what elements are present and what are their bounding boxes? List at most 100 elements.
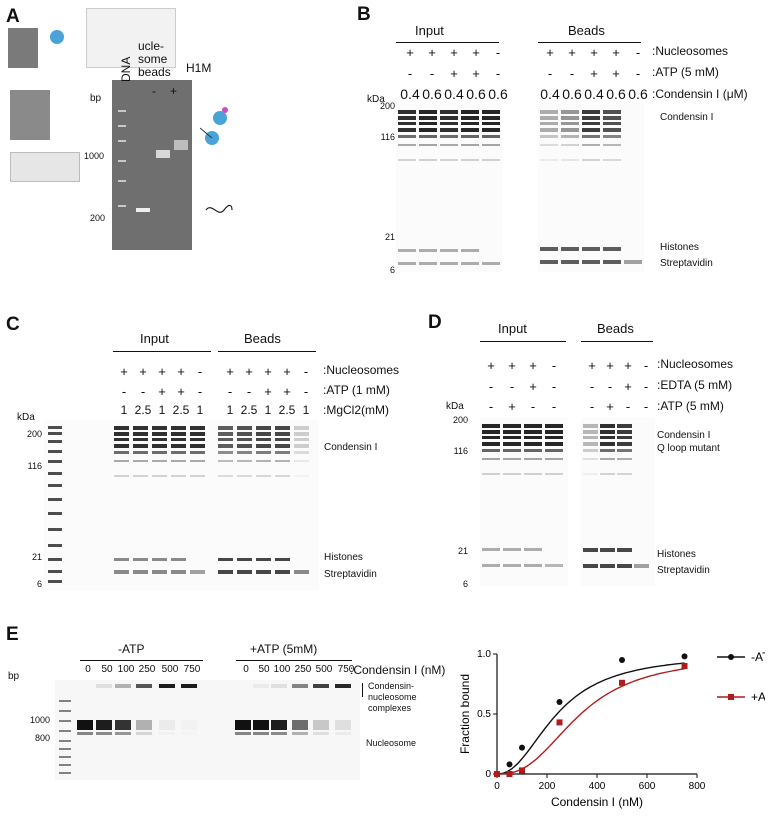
- x-tick-label-1: 200: [539, 781, 556, 792]
- inset-dna-gel: [112, 80, 192, 250]
- panel-d-tick-116: 116: [453, 446, 468, 456]
- panel-d-beads-edta-3: -: [643, 379, 649, 394]
- panel-b-thumb: [86, 8, 176, 68]
- panel-c-row-label-nucleosomes: :Nucleosomes: [323, 363, 400, 377]
- panel-e-band-complexes-2: nucleosome: [368, 692, 417, 702]
- panel-c-beads-nuc-2: +: [264, 364, 272, 379]
- panel-c-tick-21: 21: [31, 552, 42, 562]
- series-0-point-1: [506, 761, 513, 768]
- panel-b-beads-gel: [538, 104, 644, 272]
- panel-d-beads-nuc-0: +: [588, 358, 596, 373]
- series-1-point-2: [519, 767, 525, 774]
- panel-d-band-streptavidin: Streptavidin: [657, 565, 710, 576]
- panel-b-beads-atp-3: +: [612, 66, 620, 81]
- panel-d-input-atp-0: -: [488, 399, 494, 414]
- panel-a-thumb-gel: [8, 28, 38, 68]
- panel-e-minus-conc-5: 750: [183, 664, 201, 675]
- panel-e-band-complexes-3: complexes: [368, 703, 412, 713]
- panel-c-band-condensin: Condensin I: [324, 442, 378, 453]
- panel-a-label: A: [6, 6, 20, 27]
- panel-c-tick-116: 116: [27, 461, 42, 471]
- x-tick-label-3: 600: [639, 781, 656, 792]
- dna-wave-icon: [205, 204, 233, 213]
- panel-b-input-cond-2: 0.4: [444, 86, 464, 102]
- panel-d-beads-bracket: [581, 341, 653, 342]
- panel-c-thumb-gel: [10, 90, 50, 140]
- series-1-point-1: [506, 771, 513, 777]
- panel-b-input-cond-1: 0.6: [422, 86, 442, 102]
- inset-h1m-label: H1M: [186, 61, 212, 75]
- panel-d-input-nuc-1: +: [508, 358, 516, 373]
- panel-d-row-label-nucleosomes: :Nucleosomes: [657, 357, 734, 371]
- panel-c-input-mg-1: 2.5: [134, 403, 152, 417]
- panel-b-beads-cond-2: 0.4: [584, 86, 604, 102]
- y-axis-label: Fraction bound: [458, 674, 472, 754]
- panel-e-plus-conc-3: 250: [294, 664, 312, 675]
- panel-c-gel: [44, 420, 319, 590]
- series-1-point-4: [619, 679, 625, 686]
- panel-c-beads-atp-3: +: [283, 384, 291, 399]
- panel-d-input-edta-1: -: [509, 379, 515, 394]
- panel-d-beads-edta-0: -: [589, 379, 595, 394]
- series-0-point-3: [556, 699, 563, 705]
- panel-e-minus-conc-0: 0: [85, 664, 91, 675]
- panel-b-input-label: Input: [415, 23, 444, 38]
- x-tick-label-4: 800: [689, 781, 706, 792]
- panel-b-kda-label: kDa: [367, 94, 385, 105]
- x-tick-label-0: 0: [494, 781, 500, 792]
- panel-d-input-nuc-3: -: [551, 358, 557, 373]
- series-1-point-3: [556, 719, 563, 726]
- panel-b-input-bracket: [396, 42, 499, 43]
- y-tick-label-0: 0: [485, 769, 491, 780]
- inset-lane-minus: -: [152, 84, 156, 98]
- panel-c-row-label-atp: :ATP (1 mM): [323, 383, 390, 397]
- panel-c-input-nuc-1: +: [139, 364, 147, 379]
- panel-d-tick-200: 200: [452, 415, 468, 425]
- panel-d-input-edta-0: -: [488, 379, 494, 394]
- panel-d-tick-6: 6: [462, 579, 468, 589]
- panel-c-beads-atp-4: -: [303, 384, 309, 399]
- panel-b-beads-nuc-2: +: [590, 45, 598, 60]
- panel-d-row-label-edta: :EDTA (5 mM): [657, 378, 733, 392]
- panel-c-kda-label: kDa: [17, 412, 35, 423]
- panel-d-band-qloop: Q loop mutant: [657, 443, 720, 454]
- panel-c-beads-mg-0: 1: [226, 403, 234, 417]
- panel-e-minus-conc-3: 250: [138, 664, 156, 675]
- panel-e-plus-atp-label: +ATP (5mM): [250, 642, 318, 656]
- panel-c-beads-mg-2: 1: [264, 403, 272, 417]
- series-0-point-2: [519, 744, 525, 751]
- panel-b-input-atp-4: -: [495, 66, 501, 81]
- panel-c-tick-6: 6: [36, 579, 42, 589]
- panel-b-beads-nuc-4: -: [635, 45, 641, 60]
- panel-e-minus-conc-2: 100: [117, 664, 135, 675]
- panel-c-beads-mg-3: 2.5: [278, 403, 296, 417]
- panel-d-band-condensin: Condensin I: [657, 430, 711, 441]
- series-1-point-0: [494, 771, 500, 777]
- panel-b-beads-nuc-0: +: [546, 45, 554, 60]
- legend-marker-0: [728, 654, 734, 660]
- panel-d-tick-21: 21: [457, 546, 468, 556]
- inset-overlay-label-2: some: [138, 52, 168, 66]
- panel-d-input-gel: [480, 418, 568, 586]
- panel-c-input-atp-0: -: [121, 384, 127, 399]
- panel-b-beads-cond-3: 0.6: [606, 86, 626, 102]
- panel-e-minus-conc-4: 500: [161, 664, 179, 675]
- panel-d-beads-nuc-1: +: [606, 358, 614, 373]
- panel-b-beads-cond-0: 0.4: [540, 86, 560, 102]
- panel-e-plus-conc-0: 0: [243, 664, 249, 675]
- panel-c-row-label-mgcl2: :MgCl2(mM): [323, 403, 389, 417]
- panel-c-beads-nuc-0: +: [226, 364, 234, 379]
- series-1-point-5: [681, 663, 688, 669]
- panel-d-beads-atp-0: -: [589, 399, 595, 414]
- panel-d-beads-edta-2: +: [624, 379, 632, 394]
- panel-b-row-label-nucleosomes: :Nucleosomes: [652, 44, 729, 58]
- inset-lane-dna: DNA: [119, 56, 133, 82]
- panel-e-bp-label: bp: [8, 671, 20, 682]
- inset-tick-1000: 1000: [84, 151, 105, 161]
- panel-b-input-cond-0: 0.4: [400, 86, 420, 102]
- panel-d-input-atp-2: -: [530, 399, 536, 414]
- panel-b-input-nuc-1: +: [428, 45, 436, 60]
- series-0-point-5: [681, 653, 688, 660]
- panel-b-input-nuc-0: +: [406, 45, 414, 60]
